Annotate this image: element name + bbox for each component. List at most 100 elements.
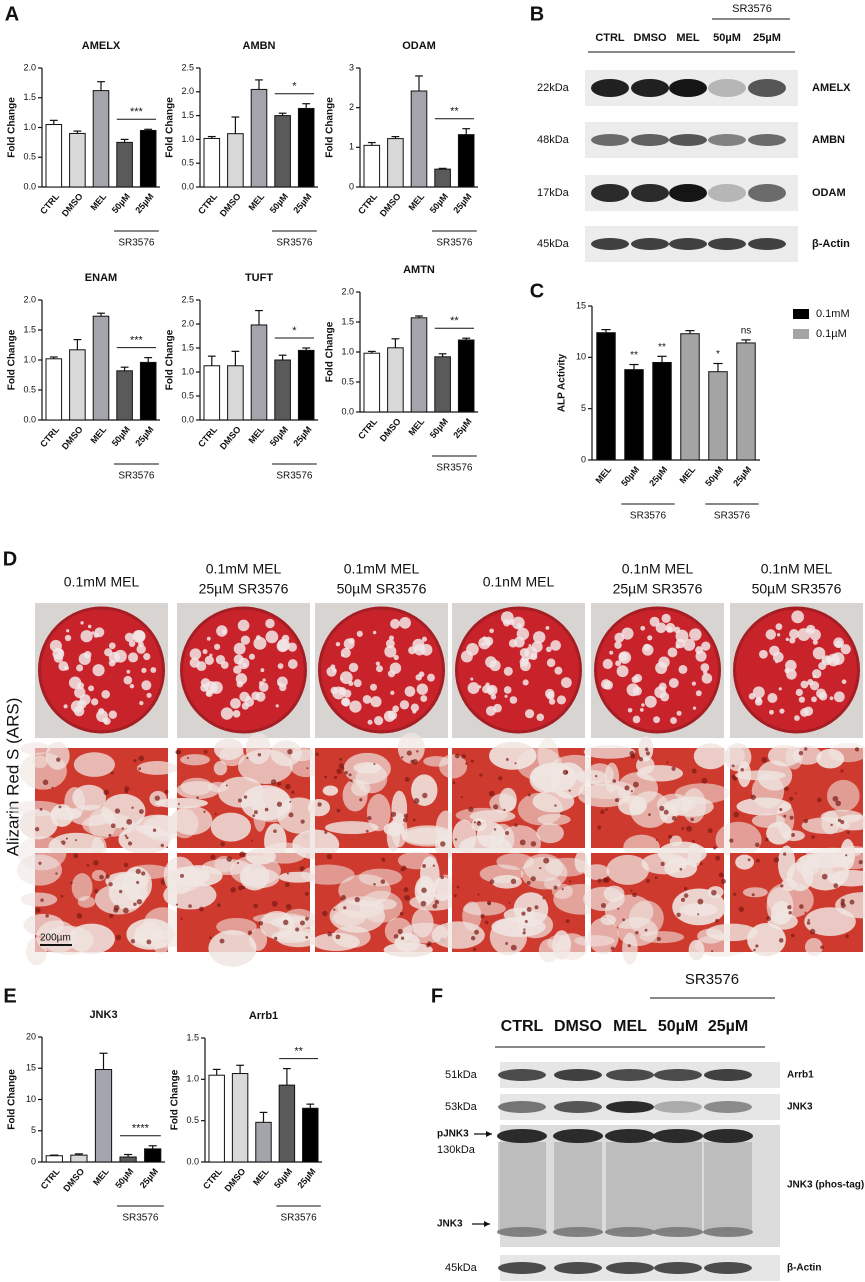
texture bbox=[643, 643, 651, 651]
texture bbox=[35, 907, 41, 913]
blot-band bbox=[669, 238, 707, 250]
texture bbox=[622, 932, 638, 965]
texture bbox=[108, 882, 113, 887]
texture bbox=[336, 808, 341, 813]
significance: * bbox=[292, 325, 297, 337]
texture bbox=[135, 868, 141, 874]
texture bbox=[324, 821, 379, 835]
texture bbox=[150, 667, 157, 673]
texture bbox=[799, 904, 804, 909]
texture bbox=[536, 823, 564, 844]
blot-band bbox=[591, 238, 629, 250]
texture bbox=[203, 810, 206, 813]
texture bbox=[806, 921, 811, 925]
blot-band bbox=[631, 238, 669, 250]
bar bbox=[231, 1073, 249, 1163]
texture bbox=[629, 791, 670, 829]
texture bbox=[833, 691, 845, 703]
texture bbox=[687, 843, 702, 868]
texture bbox=[789, 796, 794, 801]
x-tick-label: 25µM bbox=[291, 424, 313, 448]
texture bbox=[826, 779, 860, 812]
texture bbox=[291, 790, 295, 794]
texture bbox=[602, 877, 609, 883]
texture bbox=[324, 830, 328, 834]
texture bbox=[561, 888, 564, 891]
bar bbox=[69, 132, 86, 188]
texture bbox=[715, 821, 762, 858]
texture bbox=[124, 834, 128, 837]
texture bbox=[322, 910, 328, 917]
bar bbox=[70, 1154, 88, 1163]
texture bbox=[101, 793, 146, 829]
texture bbox=[125, 836, 129, 840]
texture bbox=[484, 920, 489, 925]
panel-label: F bbox=[431, 985, 443, 1007]
error-bar bbox=[415, 75, 423, 92]
texture bbox=[711, 889, 717, 896]
significance: *** bbox=[130, 335, 144, 347]
texture bbox=[550, 762, 586, 799]
texture bbox=[751, 774, 785, 809]
texture bbox=[553, 885, 558, 890]
blot-band bbox=[554, 1262, 602, 1274]
texture bbox=[773, 857, 780, 863]
significance: ** bbox=[294, 1045, 303, 1057]
error-bar bbox=[97, 312, 105, 317]
texture bbox=[432, 903, 438, 909]
x-tick-label: DMSO bbox=[60, 424, 85, 451]
texture bbox=[795, 688, 803, 697]
chart-title: ENAM bbox=[85, 272, 117, 284]
texture bbox=[399, 911, 404, 916]
texture bbox=[686, 825, 692, 832]
texture bbox=[180, 754, 210, 766]
significance: ** bbox=[450, 315, 459, 327]
texture bbox=[315, 752, 319, 757]
texture bbox=[129, 683, 135, 689]
texture bbox=[237, 619, 250, 632]
texture bbox=[503, 686, 512, 694]
texture bbox=[258, 680, 264, 686]
texture bbox=[131, 806, 134, 809]
texture bbox=[50, 804, 74, 827]
texture bbox=[766, 887, 794, 925]
texture bbox=[519, 660, 531, 672]
bar bbox=[624, 369, 644, 461]
texture bbox=[505, 942, 509, 945]
texture bbox=[287, 659, 298, 669]
texture bbox=[489, 793, 517, 813]
texture bbox=[400, 756, 404, 759]
texture bbox=[468, 806, 474, 812]
texture bbox=[526, 880, 531, 885]
texture bbox=[700, 862, 703, 866]
texture bbox=[353, 679, 362, 688]
blot-band bbox=[704, 1069, 752, 1081]
texture bbox=[779, 708, 785, 714]
bar bbox=[457, 339, 475, 413]
texture bbox=[835, 640, 843, 648]
texture bbox=[508, 901, 511, 904]
texture bbox=[529, 765, 561, 793]
texture bbox=[659, 805, 665, 811]
x-tick-label: CTRL bbox=[196, 191, 219, 216]
texture bbox=[91, 869, 107, 882]
texture bbox=[766, 821, 792, 845]
blot-band bbox=[497, 1129, 547, 1143]
bar bbox=[45, 124, 63, 188]
blot-smear bbox=[654, 1142, 702, 1232]
texture bbox=[249, 928, 268, 951]
texture bbox=[676, 912, 681, 918]
texture bbox=[560, 677, 572, 688]
texture bbox=[432, 864, 435, 867]
column-label: 25µM SR3576 bbox=[199, 581, 289, 597]
texture bbox=[288, 812, 294, 818]
texture bbox=[565, 919, 570, 924]
texture bbox=[809, 628, 813, 632]
blot-band bbox=[654, 1101, 702, 1113]
error-bar bbox=[462, 337, 471, 340]
texture bbox=[170, 805, 213, 835]
texture bbox=[422, 792, 428, 799]
lane-label: DMSO bbox=[554, 1018, 602, 1035]
texture bbox=[498, 776, 503, 781]
texture bbox=[784, 786, 789, 791]
